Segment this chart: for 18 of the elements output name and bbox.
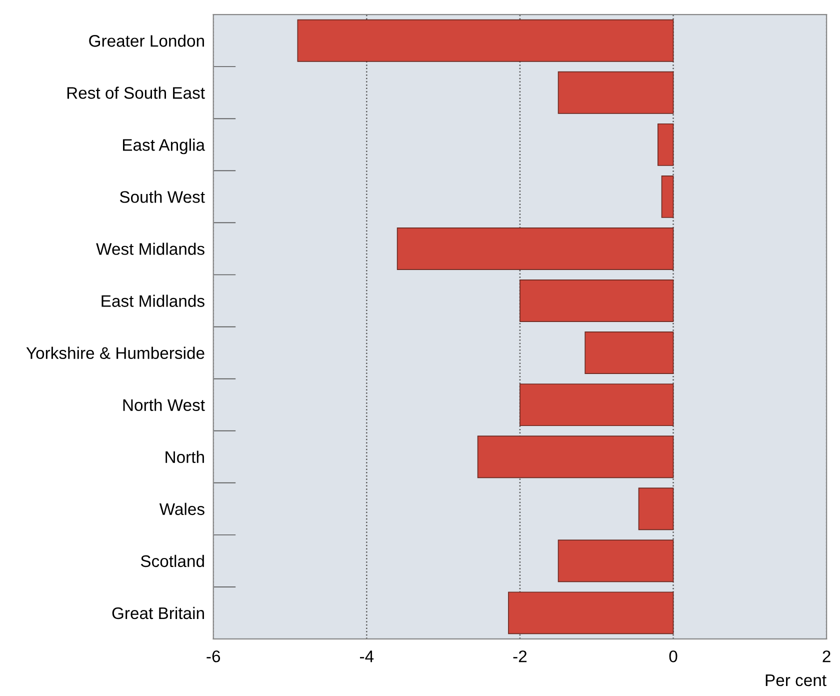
x-tick-label: -6 <box>206 650 220 662</box>
y-tick-label: South West <box>120 190 205 203</box>
y-tick-label: Great Britain <box>112 606 204 620</box>
y-tick-label: West Midlands <box>96 242 204 255</box>
y-tick-label: Greater London <box>89 34 204 47</box>
y-tick-label: North <box>166 450 204 464</box>
y-tick-label: East Midlands <box>102 294 204 307</box>
x-tick-label: 0 <box>669 650 678 662</box>
y-tick-label: East Anglia <box>123 138 206 154</box>
x-axis-title: Per cent <box>766 674 826 686</box>
y-tick-label: Yorkshire & Humberside <box>26 346 204 359</box>
y-tick-label: Scotland <box>140 554 204 568</box>
y-tick-label: Rest of South East <box>67 86 205 99</box>
y-tick-label: North West <box>123 398 205 412</box>
x-tick-label: -4 <box>360 650 374 662</box>
y-tick-label: Wales <box>159 502 204 516</box>
x-tick-label: 2 <box>822 650 830 662</box>
x-tick-label: -2 <box>513 650 527 662</box>
